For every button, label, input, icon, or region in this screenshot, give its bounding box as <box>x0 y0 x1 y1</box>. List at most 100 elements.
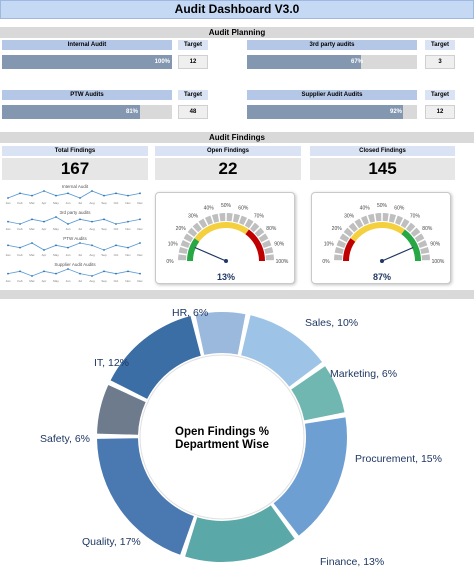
gauge-zone <box>194 222 249 242</box>
sparkline-point <box>91 275 93 277</box>
sparkline-point <box>79 242 81 244</box>
third-party-audit-progress: 67% <box>247 55 417 69</box>
sparkline-point <box>55 194 57 197</box>
donut-slice-sales <box>241 315 323 387</box>
gauge-tick-label: 60% <box>238 206 249 212</box>
gauge-tick-label: 80% <box>266 226 277 232</box>
sparkline-point <box>115 192 117 195</box>
donut-slice-it <box>110 316 201 399</box>
sparkline-point <box>19 246 21 249</box>
gauge-tick-segment <box>204 215 213 226</box>
gauge-hub <box>224 259 228 263</box>
gauge-needle <box>381 246 414 262</box>
donut-slice-finance <box>185 505 295 562</box>
gauge-tick-label: 90% <box>430 242 441 248</box>
gauge-tick-label: 30% <box>188 214 199 220</box>
sparkline-point <box>115 244 117 247</box>
sparkline-point <box>79 197 81 199</box>
sparkline-month: Jul <box>78 253 82 257</box>
sparkline-title: Internal Audit <box>62 184 89 189</box>
sparkline-point <box>43 190 45 192</box>
sparkline-month: Nov <box>125 253 131 257</box>
sparkline-month: Apr <box>42 201 47 205</box>
gauge-tick-segment <box>178 246 188 255</box>
progress-fill <box>2 55 172 69</box>
sparkline-month: Nov <box>125 201 131 205</box>
sparkline-point <box>19 223 21 225</box>
sparkline-line <box>7 190 141 199</box>
progress-text: 67% <box>350 59 363 65</box>
gauge-tick-label: 50% <box>377 203 388 209</box>
gauge-zone <box>401 229 421 261</box>
supplier-audit-target: 12 <box>425 105 455 119</box>
sparkline-point <box>7 220 9 223</box>
sparkline-month: Jun <box>66 201 71 205</box>
gauge-tick-segment <box>334 246 344 255</box>
sparkline-point <box>103 249 105 251</box>
gauge-zone <box>343 238 356 261</box>
gauge-tick-label: 50% <box>221 203 232 209</box>
sparkline-point <box>67 246 69 249</box>
gauge-tick-label: 20% <box>176 226 187 232</box>
sparkline-point <box>91 244 93 247</box>
total-findings-value: 167 <box>2 158 148 180</box>
gauge-tick-segment <box>414 233 425 243</box>
gauge-tick-segment <box>264 246 274 255</box>
sparkline-month: Oct <box>114 253 119 257</box>
sparkline-month: Nov <box>125 227 131 231</box>
gauge-tick-label: 40% <box>360 206 371 212</box>
gauge-tick-segment <box>254 227 265 237</box>
sparkline-point <box>55 272 57 275</box>
gauge-tick-segment <box>187 227 198 237</box>
sparkline-point <box>55 244 57 247</box>
sparkline-month: Apr <box>42 253 47 257</box>
audit-planning-header: Audit Planning <box>0 27 474 38</box>
progress-fill <box>2 105 140 119</box>
sparkline-title: Supplier Audit Audits <box>54 262 96 267</box>
sparkline-line <box>7 216 141 225</box>
sparkline-point <box>79 272 81 275</box>
sparkline-line <box>7 268 141 277</box>
sparkline-month: Jun <box>66 227 71 231</box>
sparkline-point <box>127 220 129 223</box>
gauge-tick-segment <box>336 239 347 248</box>
donut-center-title: Open Findings % <box>175 426 269 438</box>
gauge-tick-label: 100% <box>276 259 289 265</box>
donut-label: Sales, 10% <box>305 317 358 329</box>
divider <box>0 290 474 299</box>
sparkline-month: Jul <box>78 201 82 205</box>
gauge-tick-segment <box>420 246 430 255</box>
gauge-tick-label: 10% <box>168 242 179 248</box>
internal-audit-label: Internal Audit <box>2 40 172 50</box>
sparkline-point <box>19 192 21 195</box>
gauge-tick-segment <box>178 254 187 261</box>
sparkline-month: Sep <box>101 253 107 257</box>
sparkline-month: Feb <box>17 201 23 205</box>
sparkline-month: Aug <box>89 279 95 283</box>
sparkline-month: Jun <box>66 279 71 283</box>
sparkline-month: Sep <box>101 227 107 231</box>
gauge-tick-segment <box>265 254 274 261</box>
gauge-tick-segment <box>395 215 404 226</box>
sparkline-point <box>67 223 69 225</box>
progress-text: 81% <box>125 109 138 115</box>
third-party-audit-label: 3rd party audits <box>247 40 417 50</box>
open-findings-value: 22 <box>155 158 301 180</box>
gauge-zone <box>245 229 265 261</box>
sparkline-month: Dec <box>137 227 143 231</box>
gauge-tick-segment <box>226 213 233 222</box>
donut-slice-procurement <box>273 417 347 536</box>
gauge-tick-segment <box>250 222 260 233</box>
progress-fill <box>247 105 404 119</box>
sparkline-point <box>127 246 129 249</box>
sparkline-month: Oct <box>114 279 119 283</box>
sparkline-month: Mar <box>29 279 34 283</box>
gauge-tick-segment <box>211 213 220 223</box>
gauge-tick-segment <box>334 254 343 261</box>
sparkline-month: Feb <box>17 279 23 283</box>
gauge-needle <box>194 246 227 262</box>
gauge-tick-segment <box>375 213 382 222</box>
sparkline-month: Aug <box>89 227 95 231</box>
gauge-tick-segment <box>232 213 241 223</box>
closed-findings-label: Closed Findings <box>310 146 455 156</box>
